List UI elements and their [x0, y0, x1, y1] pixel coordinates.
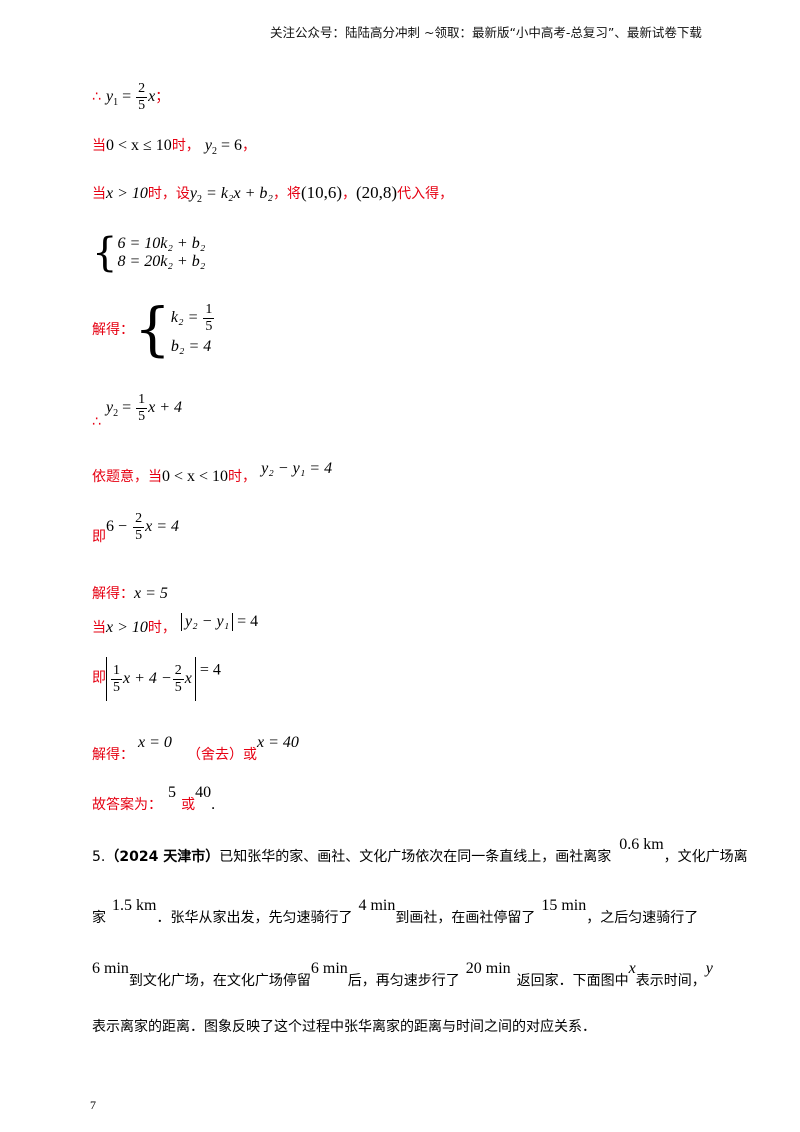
system-2-line-2: b₂ = 4	[170, 337, 212, 355]
jiede-label: 解得：	[92, 322, 134, 338]
answer-label: 故答案为：	[92, 797, 162, 813]
shi-label-3: 时，	[228, 469, 257, 485]
line-form: = k₂x + b₂	[206, 185, 273, 202]
problem-number: 5.	[92, 849, 106, 865]
problem-text-6: ，之后匀速骑行了	[586, 910, 699, 926]
line-jiede-final: 解得：x = 0 （舍去）或x = 40	[92, 732, 299, 763]
yitiyi-label: 依题意，当	[92, 469, 162, 485]
jiang-label: ，将	[272, 186, 301, 202]
system-1: { 6 = 10k₂ + b₂ 8 = 20k₂ + b₂	[92, 233, 205, 273]
line-y1: ∴ y1 = 2 5 x；	[92, 81, 170, 113]
six-minus: 6 −	[106, 518, 128, 536]
jiede-label-3: 解得：	[92, 747, 134, 763]
var-x: x	[628, 960, 636, 977]
condition-1: 0 < x ≤ 10	[106, 137, 172, 154]
period: .	[211, 796, 216, 813]
time-4: 6 min	[310, 960, 348, 977]
problem-source: （2024 天津市）	[105, 849, 220, 865]
equals: =	[122, 88, 132, 106]
when-label: 当	[92, 138, 106, 154]
difference-equation: y₂ − y₁ = 4	[261, 460, 333, 477]
problem-text-8: 后，再匀速步行了	[347, 973, 460, 989]
when-label-2: 当	[92, 186, 106, 202]
shequ-label: （舍去）或	[187, 747, 257, 763]
left-brace-2: {	[134, 295, 171, 363]
page-header: 关注公众号：陆陆高分冲刺 ~领取：最新版“小中高考-总复习”、最新试卷下载	[270, 25, 702, 40]
line-condition: 依题意，当0 < x < 10时， y₂ − y₁ = 4	[92, 460, 332, 486]
problem-text-2: ，文化广场离	[663, 849, 748, 865]
condition-4: x > 10	[106, 619, 148, 636]
time-3: 6 min	[92, 960, 129, 977]
point-2: (20,8)	[356, 183, 398, 202]
huo-label: 或	[181, 797, 196, 813]
problem-line-4: 表示离家的距离．图象反映了这个过程中张华离家的距离与时间之间的对应关系．	[92, 1019, 596, 1035]
y2-expression: x + 4	[148, 399, 183, 417]
time-2: 15 min	[541, 897, 587, 914]
page-number: 7	[90, 1098, 96, 1112]
x-var: x	[148, 88, 156, 106]
distance-2: 1.5 km	[112, 897, 157, 914]
x-eq-40: x = 40	[257, 734, 299, 751]
line-jiede-x5: 解得：x = 5	[92, 583, 168, 603]
comma: ，	[242, 138, 257, 154]
problem-text-3: 家	[92, 910, 106, 926]
answer-2: 40	[195, 784, 212, 801]
time-5: 20 min	[465, 960, 511, 977]
problem-line-2: 家 1.5 km．张华从家出发，先匀速骑行了 4 min到画社，在画社停留了 15 m…	[92, 895, 698, 926]
semicolon: ；	[155, 89, 170, 106]
system-1-line-1: 6 = 10k₂ + b₂	[117, 235, 206, 252]
problem-text-9: 返回家．下面图中	[516, 973, 629, 989]
shi-label: 时，	[171, 138, 200, 154]
eq-4-2: = 4	[199, 660, 221, 678]
problem-text-5: 到画社，在画社停留了	[395, 910, 536, 926]
distance-1: 0.6 km	[619, 836, 664, 853]
time-1: 4 min	[358, 897, 396, 914]
therefore-symbol: ∴	[92, 89, 101, 106]
line-case4: 当x > 10时， y₂ − y₁ = 4	[92, 613, 258, 637]
problem-text-7: 到文化广场，在文化广场停留	[128, 973, 311, 989]
line-case2: 当x > 10时，设y2 = k₂x + b₂，将(10,6)，(20,8)代入…	[92, 183, 454, 206]
therefore-symbol-2: ∴	[92, 414, 101, 431]
jiede-label-2: 解得：	[92, 586, 134, 602]
problem-line-1: 5.（2024 天津市）已知张华的家、画社、文化广场依次在同一条直线上，画社离家…	[92, 834, 748, 865]
x-eq-4: x = 4	[145, 518, 180, 536]
ji-label: 即	[92, 529, 106, 546]
problem-line-3: 6 min到文化广场，在文化广场停留6 min后，再匀速步行了20 min返回家…	[92, 958, 713, 989]
x-eq-5: x = 5	[134, 585, 168, 602]
condition-2: x > 10	[106, 185, 148, 202]
y2-value: = 6	[221, 137, 243, 154]
eq-4: = 4	[237, 613, 259, 630]
answer-line: 故答案为： 5 或40.	[92, 782, 215, 813]
problem-text-10: 表示时间，	[635, 973, 706, 989]
system-1-line-2: 8 = 20k₂ + b₂	[117, 253, 206, 270]
left-brace: {	[92, 230, 118, 276]
y1-var: y	[106, 88, 114, 106]
answer-1: 5	[168, 784, 176, 801]
dairu-label: 代入得，	[397, 186, 454, 202]
condition-3: 0 < x < 10	[162, 468, 229, 485]
when-label-3: 当	[92, 620, 106, 636]
var-y: y	[705, 960, 713, 977]
shi-label-4: 时，	[147, 620, 176, 636]
problem-text-1: 已知张华的家、画社、文化广场依次在同一条直线上，画社离家	[219, 849, 612, 865]
line-case1: 当0 < x ≤ 10时， y2 = 6，	[92, 137, 257, 158]
abs-difference: y₂ − y₁	[181, 613, 234, 631]
x-eq-0: x = 0	[138, 734, 172, 751]
shi-she-label: 时，设	[147, 186, 190, 202]
ji-label-2: 即	[92, 669, 106, 686]
problem-text-4: ．张华从家出发，先匀速骑行了	[156, 910, 353, 926]
point-1: (10,6)	[300, 183, 343, 202]
